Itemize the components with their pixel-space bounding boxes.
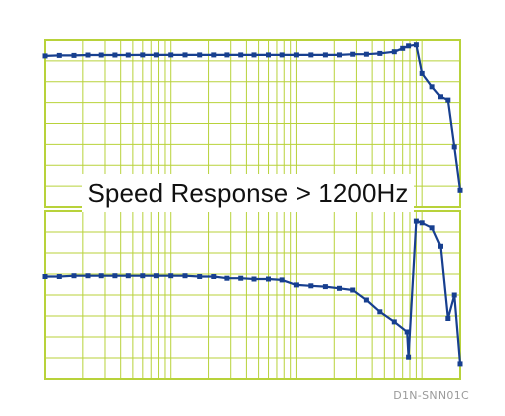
magnitude-data-point	[56, 52, 62, 58]
phase-data-point	[71, 273, 77, 279]
magnitude-data-point	[211, 52, 217, 58]
phase-data-point	[419, 220, 425, 226]
phase-data-point	[308, 283, 314, 289]
phase-data-point	[224, 275, 230, 281]
magnitude-data-point	[279, 52, 285, 58]
phase-data-point	[377, 309, 383, 315]
phase-data-point	[457, 361, 463, 367]
phase-data-point	[211, 274, 217, 279]
phase-data-point	[413, 218, 419, 224]
magnitude-data-point	[293, 52, 299, 58]
magnitude-data-point	[266, 52, 271, 58]
speed-response-title: Speed Response > 1200Hz	[82, 174, 414, 212]
magnitude-data-point	[168, 52, 174, 58]
phase-data-point	[56, 274, 62, 279]
magnitude-data-point	[391, 49, 397, 55]
magnitude-data-point	[224, 52, 230, 58]
figure-code-label: D1N-SNN01C	[393, 389, 469, 402]
magnitude-data-point	[125, 52, 131, 58]
magnitude-data-point	[322, 52, 328, 58]
magnitude-data-point	[238, 52, 244, 58]
phase-data-point	[42, 274, 48, 279]
phase-data-point	[391, 319, 397, 325]
phase-data-point	[279, 277, 285, 283]
phase-data-point	[238, 275, 244, 281]
magnitude-data-point	[197, 52, 203, 58]
phase-data-point	[293, 282, 299, 288]
magnitude-data-point	[451, 144, 457, 150]
phase-data-point	[251, 276, 257, 282]
phase-data-point	[266, 276, 271, 282]
magnitude-data-point	[363, 51, 369, 57]
magnitude-data-point	[406, 43, 412, 49]
magnitude-data-point	[457, 187, 463, 193]
magnitude-data-point	[140, 52, 146, 58]
phase-data-point	[363, 297, 369, 303]
phase-data-point	[112, 273, 118, 279]
phase-data-point	[85, 273, 91, 279]
magnitude-data-point	[337, 52, 342, 58]
phase-data-point	[98, 273, 104, 279]
phase-data-point	[168, 273, 174, 279]
magnitude-data-point	[438, 94, 443, 100]
magnitude-data-point	[153, 52, 159, 58]
phase-data-point	[350, 287, 356, 293]
magnitude-data-point	[308, 52, 314, 58]
magnitude-data-point	[251, 52, 257, 58]
phase-data-point	[406, 354, 412, 360]
magnitude-data-point	[413, 42, 419, 48]
phase-data-point	[337, 285, 342, 291]
magnitude-data-point	[85, 52, 91, 58]
phase-data-point	[404, 329, 410, 335]
magnitude-data-point	[350, 51, 356, 57]
magnitude-data-point	[42, 53, 48, 59]
magnitude-data-point	[377, 50, 383, 56]
phase-data-point	[153, 273, 159, 279]
magnitude-data-point	[419, 70, 425, 76]
phase-series-line	[45, 220, 462, 364]
magnitude-data-point	[71, 52, 77, 58]
magnitude-data-point	[98, 52, 104, 58]
phase-data-point	[197, 274, 203, 279]
magnitude-data-point	[112, 52, 118, 58]
phase-data-point	[438, 243, 443, 249]
magnitude-data-point	[400, 45, 406, 51]
phase-data-point	[429, 225, 435, 231]
magnitude-data-point	[445, 97, 451, 103]
phase-data-point	[322, 284, 328, 290]
magnitude-series-line	[44, 43, 462, 191]
phase-data-point	[125, 273, 131, 279]
magnitude-data-point	[429, 84, 435, 90]
phase-data-point	[140, 273, 146, 279]
phase-data-point	[182, 273, 188, 279]
phase-data-point	[445, 316, 451, 321]
magnitude-data-point	[182, 52, 188, 58]
phase-data-point	[451, 292, 457, 298]
